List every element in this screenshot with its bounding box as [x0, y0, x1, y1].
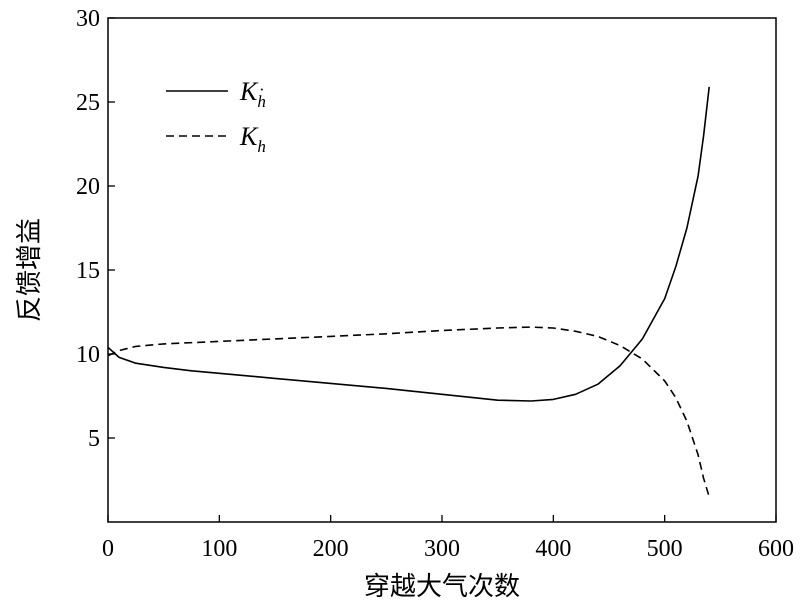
- x-tick-label: 100: [201, 536, 237, 562]
- x-tick-label: 500: [647, 536, 683, 562]
- x-tick-label: 300: [424, 536, 460, 562]
- legend-label-solid: Kh: [239, 77, 266, 111]
- legend-dot: ·: [259, 80, 265, 99]
- y-tick-label: 15: [76, 258, 100, 284]
- y-axis-title: 反馈增益: [15, 218, 45, 322]
- series-line-solid: [107, 86, 710, 402]
- series-line-dashed: [107, 326, 710, 498]
- y-tick-label: 20: [76, 174, 100, 200]
- x-tick-label: 600: [758, 536, 794, 562]
- y-tick-label: 30: [76, 6, 100, 32]
- x-tick-label: 400: [535, 536, 571, 562]
- y-tick-label: 5: [88, 426, 100, 452]
- x-axis: 0 100 200 300 400 500 600: [102, 515, 794, 562]
- legend-label-dashed: Kh: [239, 122, 266, 156]
- x-axis-title: 穿越大气次数: [364, 572, 520, 602]
- y-axis: 5 10 15 20 25 30: [76, 6, 115, 452]
- legend: Kh · Kh: [166, 77, 266, 156]
- plot-lines: [107, 86, 710, 498]
- x-tick-label: 0: [102, 536, 114, 562]
- x-tick-label: 200: [313, 536, 349, 562]
- y-tick-label: 25: [76, 90, 100, 116]
- y-tick-label: 10: [76, 342, 100, 368]
- plot-frame: [107, 17, 777, 523]
